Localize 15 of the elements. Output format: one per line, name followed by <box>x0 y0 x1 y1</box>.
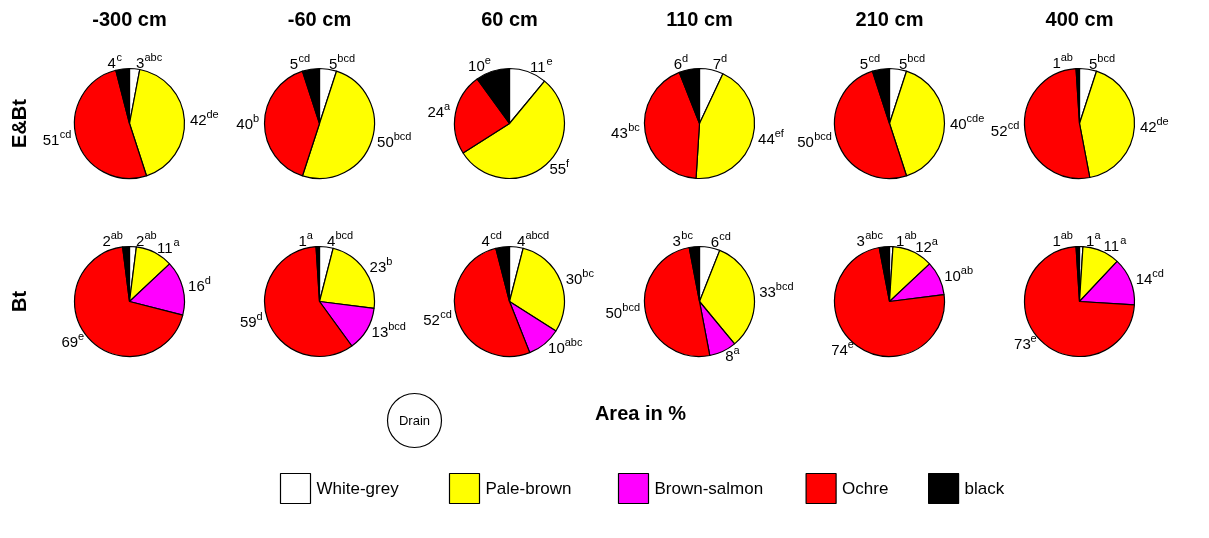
chart-title: -300 cm <box>92 7 167 30</box>
chart-title: 400 cm <box>1045 7 1114 30</box>
text: Drain <box>398 413 431 428</box>
legend-label: Ochre <box>842 479 889 498</box>
legend-label: black <box>964 479 1005 498</box>
chart-title: 210 cm <box>855 7 924 30</box>
text: E&Bt <box>7 98 30 148</box>
legend-label: White-grey <box>316 479 400 498</box>
text: Bt <box>7 290 30 313</box>
legend-label: Brown-salmon <box>654 479 764 498</box>
chart-title: -60 cm <box>287 7 352 30</box>
chart-title: 60 cm <box>481 7 538 30</box>
text: Area in % <box>594 401 687 424</box>
chart-title: 110 cm <box>666 7 733 30</box>
legend-label: Pale-brown <box>485 479 572 498</box>
